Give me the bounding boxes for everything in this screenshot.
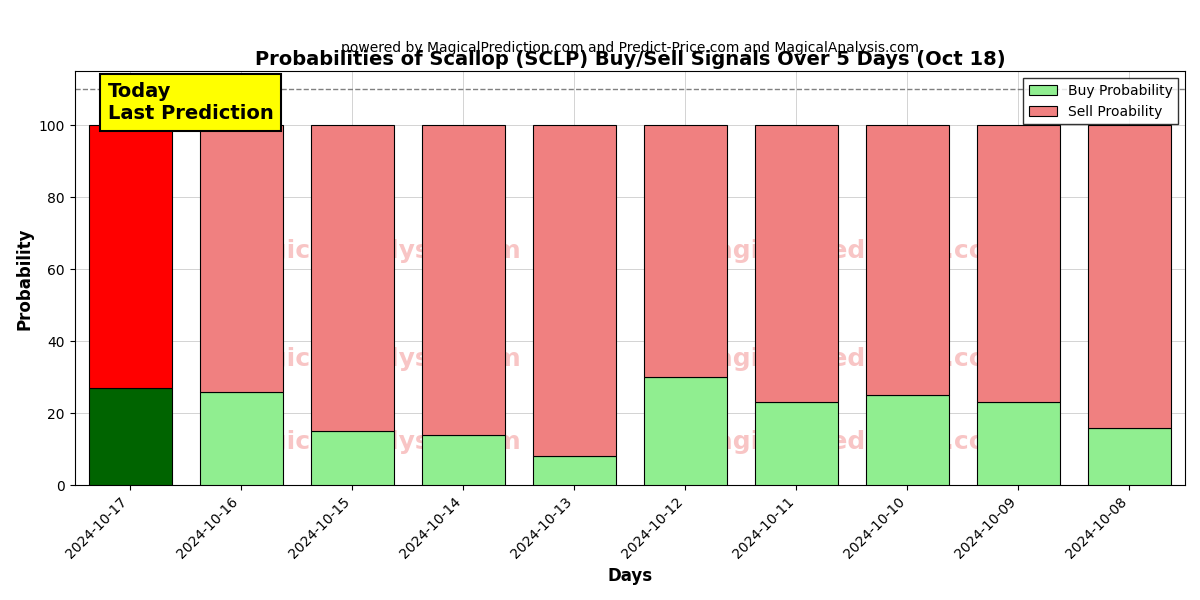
Text: MagicalPrediction.com: MagicalPrediction.com — [691, 430, 1013, 454]
Bar — [421, 435, 505, 485]
Bar — [533, 457, 616, 485]
Title: Probabilities of Scallop (SCLP) Buy/Sell Signals Over 5 Days (Oct 18): Probabilities of Scallop (SCLP) Buy/Sell… — [254, 50, 1006, 68]
Bar — [311, 125, 394, 431]
Bar — [865, 395, 949, 485]
Text: MagicalAnalysis.com: MagicalAnalysis.com — [228, 430, 521, 454]
Bar — [865, 125, 949, 395]
Text: Today
Last Prediction: Today Last Prediction — [108, 82, 274, 123]
Text: MagicalAnalysis.com: MagicalAnalysis.com — [228, 239, 521, 263]
Bar — [1088, 125, 1171, 428]
Bar — [1088, 428, 1171, 485]
X-axis label: Days: Days — [607, 567, 653, 585]
Bar — [977, 403, 1060, 485]
Text: MagicalPrediction.com: MagicalPrediction.com — [691, 347, 1013, 371]
Y-axis label: Probability: Probability — [16, 227, 34, 329]
Bar — [977, 125, 1060, 403]
Bar — [421, 125, 505, 435]
Text: MagicalPrediction.com: MagicalPrediction.com — [691, 239, 1013, 263]
Text: MagicalAnalysis.com: MagicalAnalysis.com — [228, 347, 521, 371]
Bar — [89, 125, 172, 388]
Legend: Buy Probability, Sell Proability: Buy Probability, Sell Proability — [1024, 79, 1178, 124]
Bar — [755, 125, 838, 403]
Bar — [643, 125, 727, 377]
Bar — [311, 431, 394, 485]
Bar — [643, 377, 727, 485]
Bar — [199, 125, 283, 392]
Bar — [199, 392, 283, 485]
Text: powered by MagicalPrediction.com and Predict-Price.com and MagicalAnalysis.com: powered by MagicalPrediction.com and Pre… — [341, 41, 919, 55]
Bar — [533, 125, 616, 457]
Bar — [755, 403, 838, 485]
Bar — [89, 388, 172, 485]
